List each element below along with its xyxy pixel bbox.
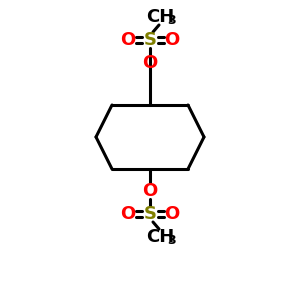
Text: O: O <box>164 205 180 223</box>
Text: CH: CH <box>146 228 174 246</box>
Text: O: O <box>120 31 136 49</box>
Text: O: O <box>164 31 180 49</box>
Text: O: O <box>120 205 136 223</box>
Text: 3: 3 <box>168 235 176 248</box>
Text: CH: CH <box>146 8 174 26</box>
Text: 3: 3 <box>168 14 176 28</box>
Text: O: O <box>142 182 158 200</box>
Text: O: O <box>142 54 158 72</box>
Text: S: S <box>143 205 157 223</box>
Text: S: S <box>143 31 157 49</box>
